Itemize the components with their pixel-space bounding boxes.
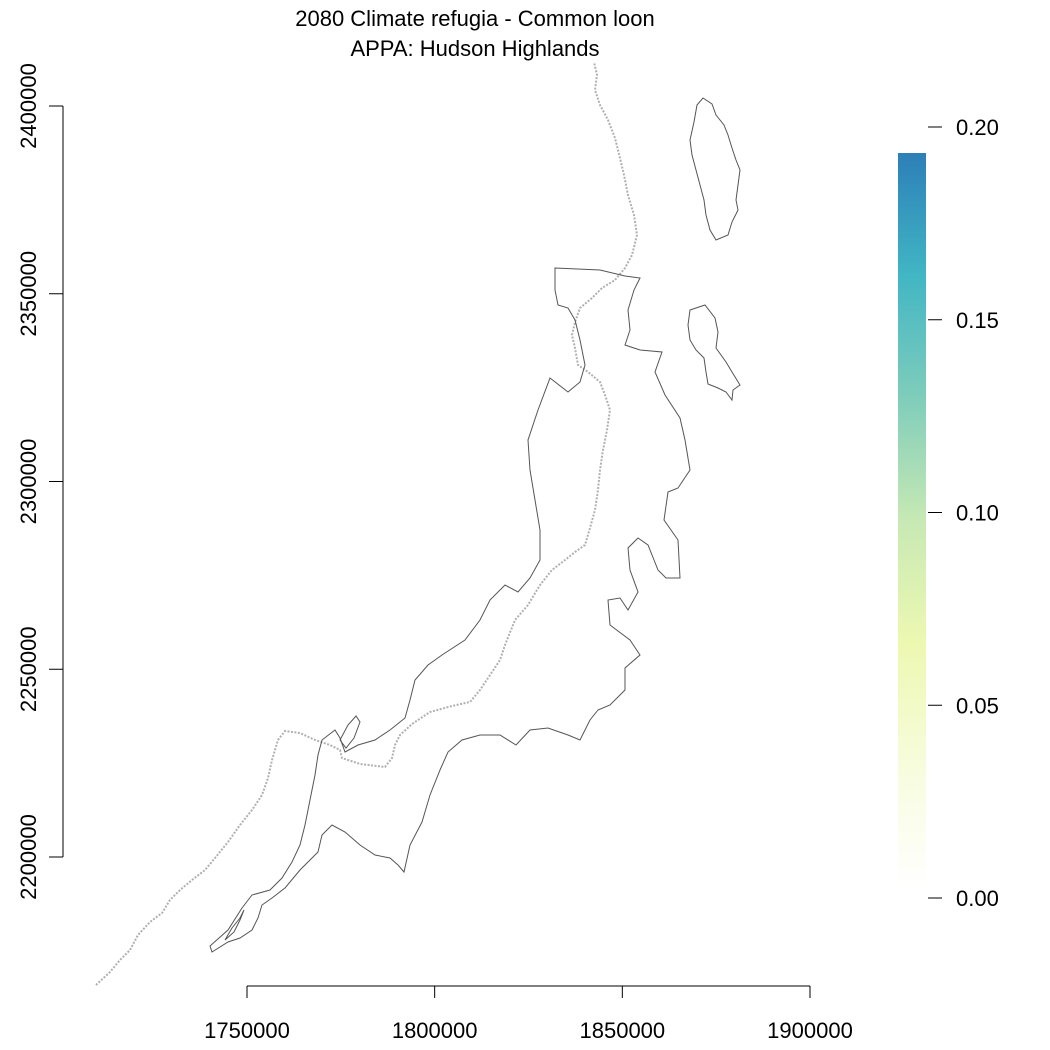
legend-tick-label: 0.05 [956,693,999,718]
color-legend: 0.00 0.05 0.10 0.15 0.20 [898,115,999,911]
legend-ticks: 0.00 0.05 0.10 0.15 0.20 [928,115,999,911]
x-tick-label: 1850000 [580,1018,666,1043]
legend-tick-label: 0.15 [956,308,999,333]
map-title: 2080 Climate refugia - Common loon APPA:… [0,4,950,64]
y-tick-label: 2350000 [16,251,41,337]
y-tick-label: 2200000 [16,814,41,900]
x-tick-label: 1900000 [767,1018,853,1043]
hudson-highlands-boundary [209,267,691,953]
southern-parcel [224,909,245,941]
map-layer [95,61,741,986]
y-tick-label: 2300000 [16,439,41,525]
legend-colorbar [898,153,926,888]
title-line-2: APPA: Hudson Highlands [350,36,600,61]
appalachian-trail-line [95,61,639,986]
legend-tick-label: 0.20 [956,115,999,140]
western-parcel [339,715,361,749]
y-axis: 2200000 2250000 2300000 2350000 2400000 [16,63,64,900]
y-tick-label: 2400000 [16,63,41,149]
y-tick-label: 2250000 [16,626,41,712]
x-tick-label: 1800000 [392,1018,478,1043]
x-axis: 1750000 1800000 1850000 1900000 [204,985,853,1043]
eastern-boundary [687,304,741,402]
title-line-1: 2080 Climate refugia - Common loon [295,6,655,31]
legend-tick-label: 0.00 [956,886,999,911]
northern-boundary [689,97,741,241]
legend-tick-label: 0.10 [956,501,999,526]
x-tick-label: 1750000 [204,1018,290,1043]
